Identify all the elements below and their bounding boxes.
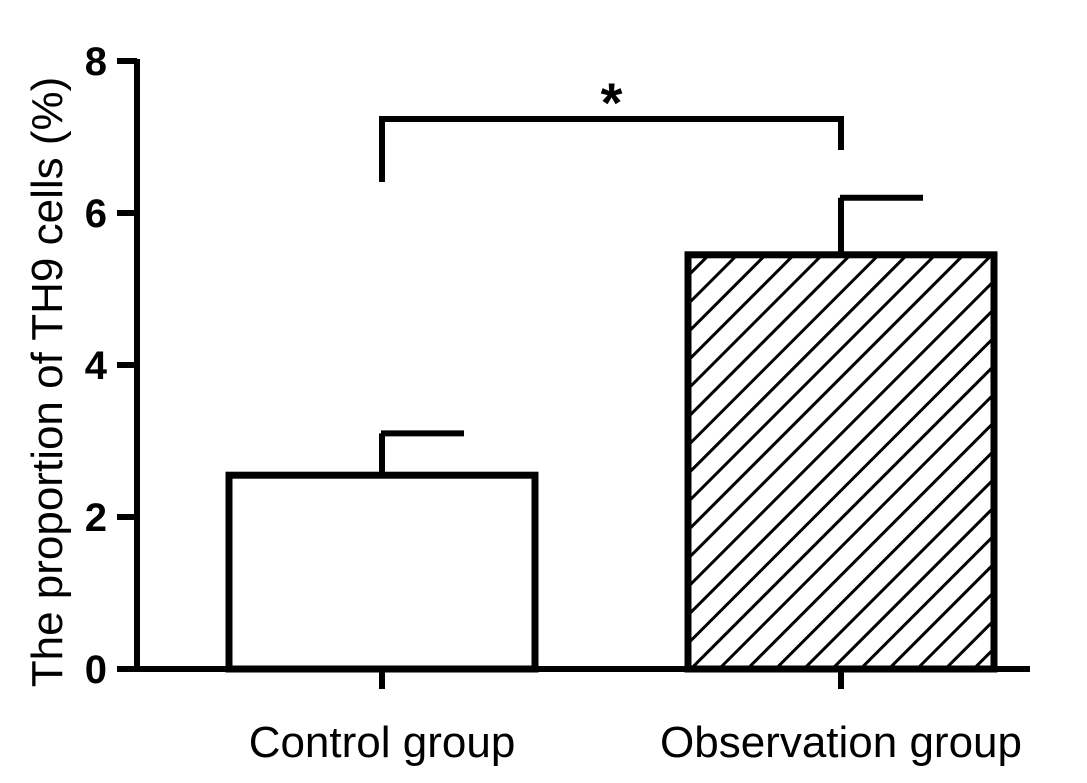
significance-bracket (379, 116, 844, 182)
bar (225, 471, 539, 673)
significance-marker: * (601, 71, 623, 134)
annotations-group: * (379, 71, 844, 182)
y-tick-label: 6 (85, 192, 107, 236)
bars-group (225, 251, 998, 673)
x-tick-label: Control group (249, 718, 516, 767)
y-axis-title: The proportion of TH9 cells (%) (23, 77, 72, 688)
y-tick-label: 0 (85, 648, 107, 692)
error-bars-group (379, 194, 923, 476)
bar (684, 251, 998, 673)
labels-group: The proportion of TH9 cells (%) 0 2 4 6 8 Con… (23, 40, 1022, 767)
y-tick-label: 8 (85, 40, 107, 84)
x-tick-label: Observation group (660, 718, 1022, 767)
y-tick-label: 2 (85, 496, 107, 540)
y-tick-label: 4 (85, 344, 108, 388)
